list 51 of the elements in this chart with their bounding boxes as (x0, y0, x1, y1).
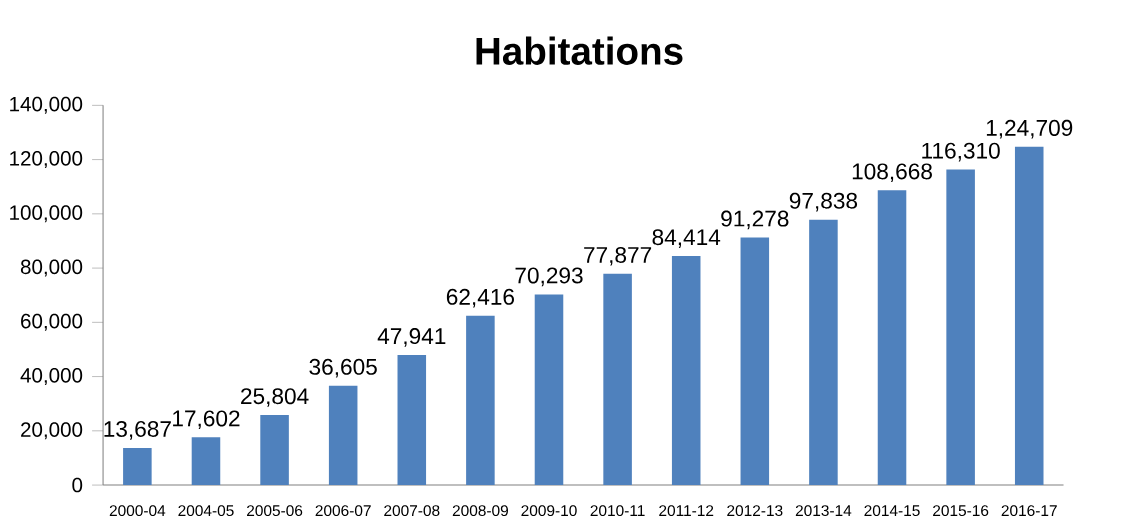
data-label: 25,804 (241, 388, 309, 407)
y-tick-label: 0 (72, 477, 83, 493)
data-label: 108,668 (852, 163, 932, 183)
data-label: 77,877 (584, 246, 652, 266)
x-tick-label: 2016-17 (1001, 505, 1057, 517)
y-tick-label: 20,000 (21, 422, 83, 440)
bar (877, 190, 907, 486)
bar (603, 273, 632, 486)
x-tick-label: 2000-04 (109, 505, 166, 517)
bar (534, 294, 564, 486)
x-tick-label: 2011-12 (659, 505, 714, 517)
bar (123, 447, 152, 486)
x-tick-label: 2007-08 (384, 505, 440, 517)
chart-title: Habitations (476, 36, 683, 65)
x-tick-label: 2012-13 (727, 505, 783, 517)
bar (397, 355, 427, 486)
data-label: 17,602 (173, 410, 240, 430)
bar (191, 437, 221, 486)
data-label: 70,293 (515, 267, 583, 287)
data-label: 84,414 (652, 229, 721, 248)
bar (1014, 146, 1044, 486)
x-tick-label: 2015-16 (933, 505, 989, 517)
x-tick-label: 2006-07 (315, 505, 371, 517)
bar (809, 219, 838, 486)
bar (328, 385, 358, 486)
data-label: 47,941 (377, 328, 446, 347)
bar (740, 237, 770, 486)
bar (671, 256, 701, 486)
x-tick-label: 2008-09 (452, 505, 508, 517)
y-tick-label: 120,000 (10, 151, 83, 169)
y-tick-label: 100,000 (10, 205, 83, 223)
bar (466, 315, 495, 486)
x-tick-label: 2005-06 (247, 505, 303, 517)
data-label: 62,416 (446, 288, 514, 308)
x-tick-label: 2014-15 (864, 505, 920, 517)
x-tick-label: 2004-05 (178, 505, 234, 517)
bar (260, 415, 289, 486)
y-tick-label: 60,000 (21, 313, 83, 331)
x-tick-label: 2010-11 (590, 505, 645, 517)
bar (946, 169, 975, 486)
data-label: 91,278 (721, 210, 789, 230)
y-tick-label: 80,000 (20, 259, 83, 277)
y-tick-label: 140,000 (10, 96, 83, 114)
data-label: 116,310 (922, 142, 1000, 162)
y-tick-label: 40,000 (20, 368, 83, 386)
data-label: 97,838 (789, 192, 858, 212)
x-tick-label: 2009-10 (521, 505, 577, 517)
data-label: 36,605 (309, 358, 377, 378)
data-label: 13,687 (104, 421, 171, 440)
x-tick-label: 2013-14 (795, 505, 852, 517)
data-label: 1,24,709 (986, 119, 1073, 139)
